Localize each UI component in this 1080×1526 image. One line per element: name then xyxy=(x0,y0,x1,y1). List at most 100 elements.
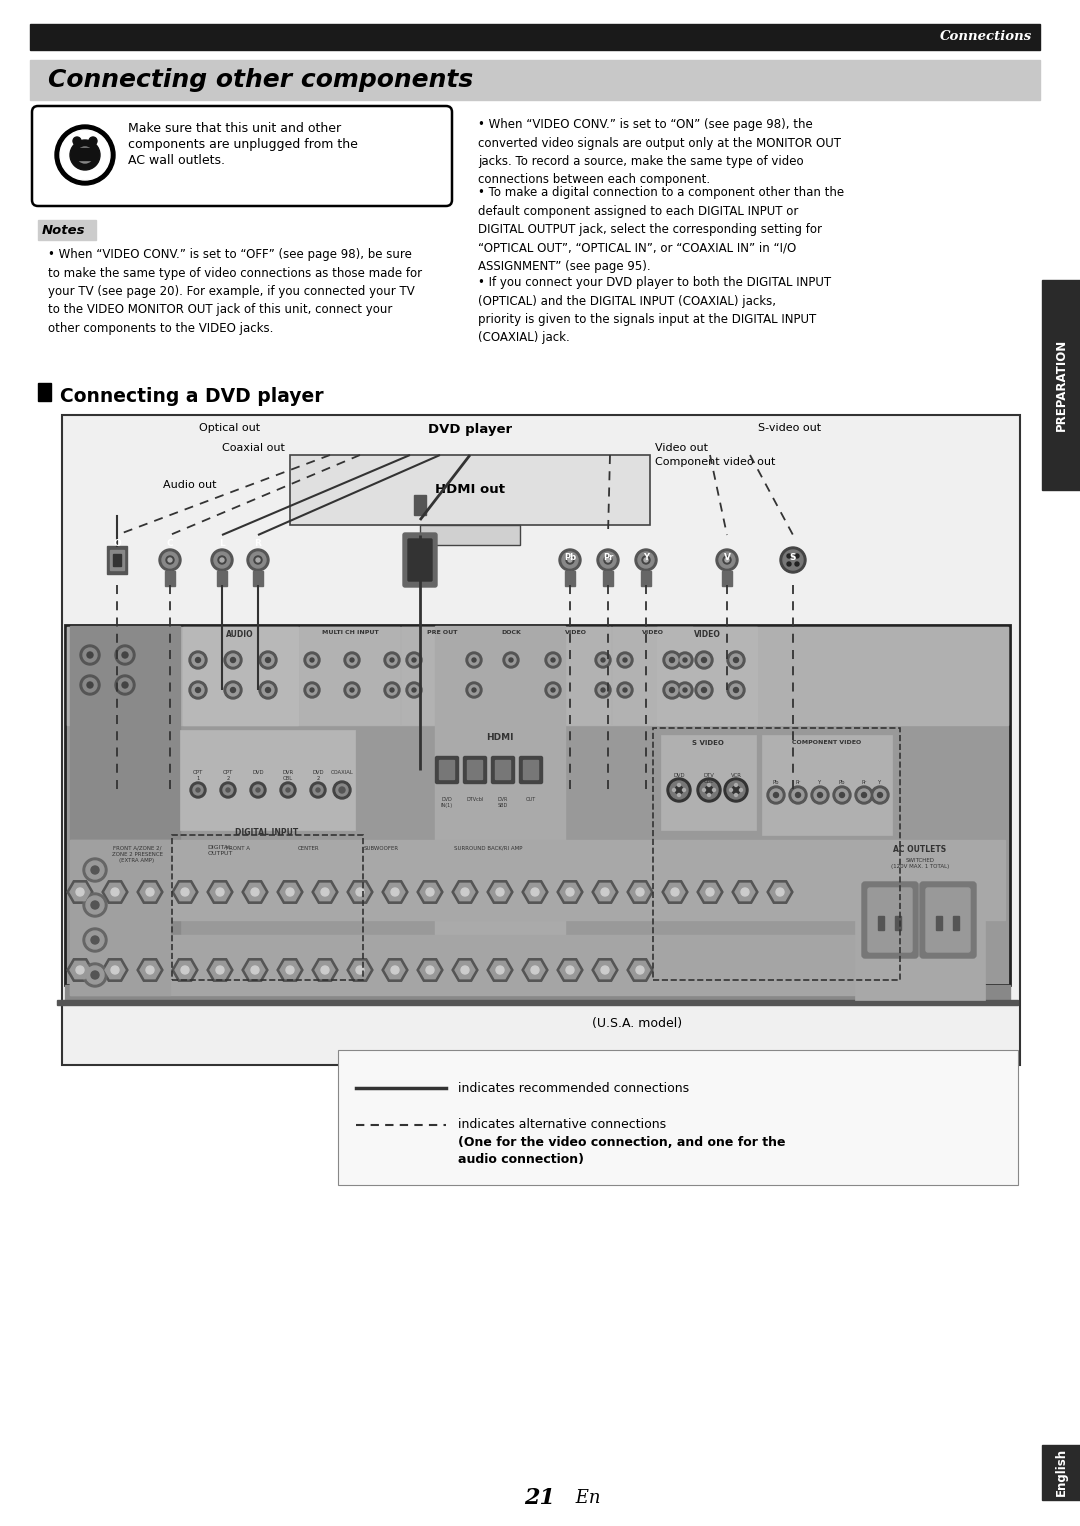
Circle shape xyxy=(566,555,573,565)
Circle shape xyxy=(214,552,230,568)
Circle shape xyxy=(224,652,242,668)
Text: Coaxial out: Coaxial out xyxy=(222,443,285,453)
Bar xyxy=(420,525,519,545)
Circle shape xyxy=(111,966,119,974)
Circle shape xyxy=(211,549,233,571)
FancyBboxPatch shape xyxy=(496,760,511,780)
Circle shape xyxy=(195,658,201,662)
Circle shape xyxy=(545,682,561,697)
Circle shape xyxy=(387,655,397,665)
Circle shape xyxy=(347,655,357,665)
Text: O: O xyxy=(113,540,121,548)
Text: • When “VIDEO CONV.” is set to “OFF” (see page 98), be sure
to make the same typ: • When “VIDEO CONV.” is set to “OFF” (se… xyxy=(48,249,422,336)
Circle shape xyxy=(77,146,93,163)
Circle shape xyxy=(303,652,320,668)
Bar xyxy=(936,916,942,929)
Circle shape xyxy=(91,971,99,980)
Circle shape xyxy=(146,888,154,896)
Circle shape xyxy=(286,888,294,896)
Text: Connections: Connections xyxy=(940,31,1032,44)
Circle shape xyxy=(406,652,422,668)
Bar xyxy=(541,627,611,725)
Circle shape xyxy=(181,888,189,896)
Circle shape xyxy=(83,893,107,917)
Bar xyxy=(70,839,170,995)
Text: V: V xyxy=(724,554,730,563)
Text: L: L xyxy=(219,540,225,548)
Circle shape xyxy=(732,786,740,794)
Text: FRONT A/ZONE 2/
ZONE 2 PRESENCE
(EXTRA AMP): FRONT A/ZONE 2/ ZONE 2 PRESENCE (EXTRA A… xyxy=(111,845,162,864)
Circle shape xyxy=(76,966,84,974)
Circle shape xyxy=(83,858,107,882)
Text: Connecting other components: Connecting other components xyxy=(48,69,473,92)
Circle shape xyxy=(469,655,480,665)
Circle shape xyxy=(190,781,206,798)
Circle shape xyxy=(600,688,605,691)
Circle shape xyxy=(316,787,320,792)
Circle shape xyxy=(531,966,539,974)
Circle shape xyxy=(551,658,555,662)
Text: R: R xyxy=(255,540,261,548)
Circle shape xyxy=(707,794,711,797)
Circle shape xyxy=(496,966,504,974)
Circle shape xyxy=(226,787,230,792)
Bar xyxy=(30,24,1040,50)
Circle shape xyxy=(600,888,609,896)
Circle shape xyxy=(247,549,269,571)
Text: FRONT A: FRONT A xyxy=(226,845,249,852)
Text: DVR
CBL: DVR CBL xyxy=(283,771,294,781)
Text: • To make a digital connection to a component other than the
default component a: • To make a digital connection to a comp… xyxy=(478,186,845,273)
Circle shape xyxy=(384,652,400,668)
Text: Pr: Pr xyxy=(795,780,800,784)
Circle shape xyxy=(254,555,262,565)
Circle shape xyxy=(251,966,259,974)
Circle shape xyxy=(811,786,829,804)
Circle shape xyxy=(598,655,608,665)
Bar xyxy=(661,736,756,830)
Text: SUBWOOFER: SUBWOOFER xyxy=(364,845,399,852)
Circle shape xyxy=(409,685,419,694)
Circle shape xyxy=(677,652,693,668)
Circle shape xyxy=(741,888,750,896)
FancyBboxPatch shape xyxy=(32,105,453,206)
Circle shape xyxy=(224,681,242,699)
Text: DTV
CBL: DTV CBL xyxy=(703,774,715,784)
Text: S: S xyxy=(789,554,796,563)
Circle shape xyxy=(667,778,691,803)
Text: OPT
2: OPT 2 xyxy=(222,771,233,781)
Text: Y: Y xyxy=(643,554,649,563)
Circle shape xyxy=(387,685,397,694)
Text: AC wall outlets.: AC wall outlets. xyxy=(129,154,225,166)
Text: indicates alternative connections: indicates alternative connections xyxy=(458,1119,666,1131)
Circle shape xyxy=(345,652,360,668)
Text: DVD
IN(1): DVD IN(1) xyxy=(441,797,454,807)
Circle shape xyxy=(350,688,354,691)
Bar xyxy=(291,455,650,525)
Circle shape xyxy=(220,559,224,562)
Text: MULTI CH INPUT: MULTI CH INPUT xyxy=(322,630,378,635)
Circle shape xyxy=(83,963,107,987)
Text: En: En xyxy=(570,1489,600,1508)
Circle shape xyxy=(677,794,680,797)
Circle shape xyxy=(600,552,616,568)
FancyBboxPatch shape xyxy=(868,888,912,952)
Circle shape xyxy=(729,789,732,792)
Bar xyxy=(70,935,855,995)
Text: Y: Y xyxy=(878,780,881,784)
Circle shape xyxy=(60,130,110,180)
Text: COMPONENT VIDEO: COMPONENT VIDEO xyxy=(793,740,862,745)
FancyBboxPatch shape xyxy=(926,888,970,952)
Circle shape xyxy=(680,655,690,665)
Bar xyxy=(62,415,1020,1065)
Circle shape xyxy=(406,682,422,697)
FancyBboxPatch shape xyxy=(491,757,514,783)
Circle shape xyxy=(604,555,612,565)
Bar xyxy=(762,736,892,835)
Circle shape xyxy=(465,652,482,668)
Circle shape xyxy=(862,792,866,798)
Circle shape xyxy=(566,966,573,974)
Circle shape xyxy=(266,688,270,693)
Circle shape xyxy=(80,674,100,694)
Circle shape xyxy=(597,549,619,571)
Circle shape xyxy=(391,966,399,974)
